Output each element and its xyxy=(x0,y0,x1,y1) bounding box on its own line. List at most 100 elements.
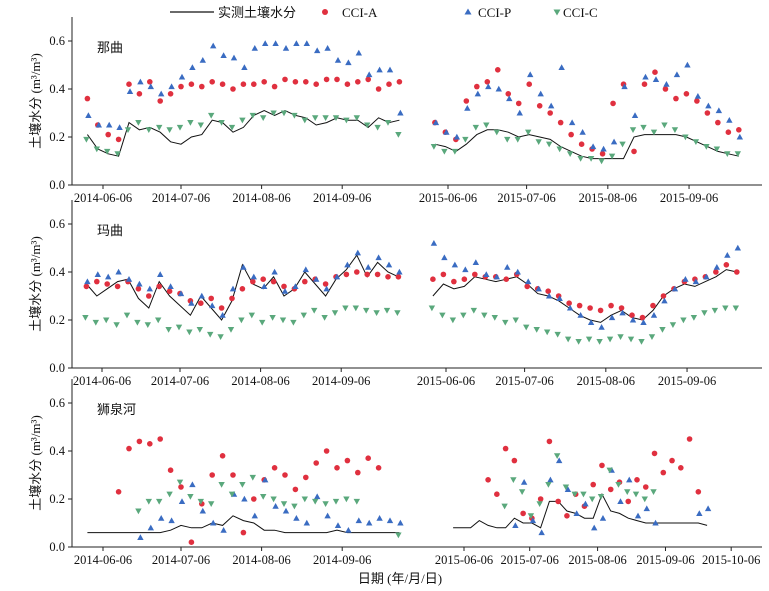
cci-c-point xyxy=(502,319,509,326)
x-tick-label: 2015-07-06 xyxy=(497,191,555,205)
cci-a-point xyxy=(511,457,518,464)
cci-p-point xyxy=(386,517,394,524)
x-tick-label: 2015-09-06 xyxy=(658,374,716,388)
cci-a-point xyxy=(355,469,361,476)
cci-a-point xyxy=(282,76,288,83)
cci-p-point xyxy=(271,268,278,275)
cci-c-point xyxy=(165,327,172,333)
cci-a-point xyxy=(545,288,551,295)
cci-p-point xyxy=(547,476,554,483)
cci-c-point xyxy=(196,327,203,333)
cci-c-point xyxy=(481,312,488,319)
cci-p-point xyxy=(441,254,448,261)
cci-p-point xyxy=(125,276,133,282)
cci-p-point xyxy=(634,512,642,519)
cci-c-point xyxy=(724,151,731,157)
cci-p-point xyxy=(568,119,576,126)
x-tick-label: 2015-07-06 xyxy=(495,374,553,388)
cci-p-point xyxy=(610,138,618,145)
cci-c-point xyxy=(218,120,225,126)
cci-p-point xyxy=(663,81,670,87)
cci-c-point xyxy=(661,122,668,129)
cci-a-point xyxy=(536,103,543,109)
cci-c-point xyxy=(197,498,204,505)
cci-p-point xyxy=(671,285,679,292)
cci-c-point xyxy=(312,115,319,121)
cci-c-point xyxy=(638,339,645,345)
cci-p-point xyxy=(682,276,689,282)
cci-a-point xyxy=(157,98,163,104)
x-tick-label: 2015-09-06 xyxy=(660,191,718,205)
cci-a-point xyxy=(239,286,246,292)
cci-a-point xyxy=(599,462,605,469)
cci-c-point xyxy=(451,148,459,155)
cci-a-point xyxy=(576,302,583,309)
cci-p-point xyxy=(514,268,521,275)
cci-a-point xyxy=(587,305,593,311)
cci-a-point xyxy=(178,484,184,490)
cci-p-point xyxy=(566,304,574,311)
cci-c-point xyxy=(364,122,371,129)
cci-a-point xyxy=(463,98,470,104)
cci-a-point xyxy=(662,86,669,92)
cci-a-point xyxy=(610,100,616,107)
cci-c-point xyxy=(525,129,532,136)
cci-c-point xyxy=(123,312,131,319)
cci-a-point xyxy=(323,76,330,83)
cci-c-point xyxy=(470,307,478,314)
cci-a-point xyxy=(651,450,658,457)
cci-p-point xyxy=(599,515,607,521)
cci-a-point xyxy=(686,436,693,442)
cci-a-point xyxy=(396,79,403,85)
y-axis-title: 土壤水分 (m³/m³) xyxy=(28,53,43,149)
cci-p-point xyxy=(106,121,113,128)
cci-c-point xyxy=(460,312,467,319)
measured-line-2015 xyxy=(453,492,708,529)
cci-c-point xyxy=(322,501,329,507)
cci-c-point xyxy=(259,319,266,326)
cci-c-point xyxy=(556,146,563,153)
cci-c-point xyxy=(627,336,635,343)
cci-p-point xyxy=(535,285,542,292)
cci-c-point xyxy=(632,491,640,498)
cci-p-point xyxy=(430,240,438,246)
cci-a-point xyxy=(114,283,121,290)
cci-a-point xyxy=(157,436,163,442)
cci-a-point xyxy=(147,79,153,85)
cci-a-point xyxy=(240,529,247,536)
cci-p-point xyxy=(354,249,361,256)
cci-p-point xyxy=(229,285,237,292)
cci-p-point xyxy=(94,271,101,277)
cci-a-point xyxy=(313,460,320,466)
cci-c-point xyxy=(394,310,401,316)
cci-p-point xyxy=(545,292,553,299)
cci-p-point xyxy=(558,64,565,70)
cci-a-point xyxy=(84,95,91,102)
cci-p-point xyxy=(713,264,721,270)
cci-c-point xyxy=(680,317,687,324)
cci-c-point xyxy=(269,315,276,321)
cci-a-point xyxy=(564,513,570,519)
cci-c-point xyxy=(510,477,517,483)
cci-p-point xyxy=(464,105,471,111)
cci-a-point xyxy=(303,474,309,481)
cci-a-point xyxy=(736,127,742,133)
cci-a-point xyxy=(365,455,372,462)
cci-p-point xyxy=(726,117,733,123)
cci-p-point xyxy=(547,102,555,109)
cci-c-point xyxy=(343,496,350,503)
cci-a-point xyxy=(344,457,351,464)
cci-p-point xyxy=(147,83,154,90)
y-tick-label: 0.4 xyxy=(49,82,65,96)
cci-a-point xyxy=(568,131,574,138)
cci-c-point xyxy=(606,467,613,474)
cci-c-point xyxy=(280,501,288,507)
cci-p-point xyxy=(240,264,247,270)
x-tick-label: 2014-08-06 xyxy=(231,374,289,388)
cci-p-point xyxy=(527,71,534,78)
cci-p-point xyxy=(529,517,537,524)
cci-p-point xyxy=(272,503,279,509)
cci-a-point xyxy=(520,510,526,517)
cci-c-point xyxy=(617,334,624,340)
cci-p-point xyxy=(241,495,248,502)
